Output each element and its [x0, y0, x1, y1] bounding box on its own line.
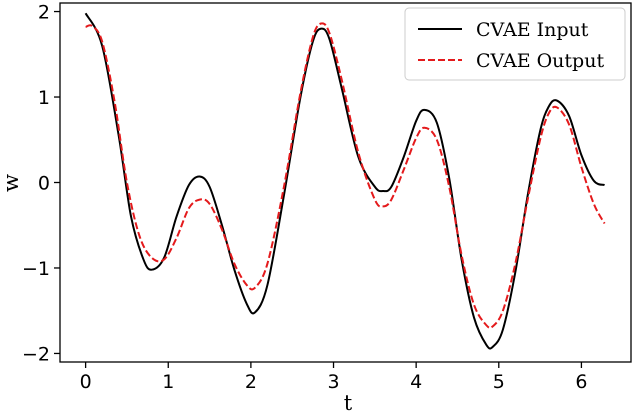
y-tick-label: 0 — [38, 173, 50, 195]
x-tick-label: 0 — [80, 371, 92, 393]
legend-box — [404, 7, 626, 81]
y-tick-label: −1 — [22, 258, 50, 280]
legend-label-cvae-output: CVAE Output — [476, 50, 604, 72]
y-axis-ticks: −2 −1 0 1 2 — [22, 2, 60, 365]
x-tick-label: 1 — [162, 371, 174, 393]
legend: CVAE Input CVAE Output — [404, 7, 626, 81]
x-tick-label: 4 — [410, 371, 422, 393]
y-axis-title: w — [0, 174, 23, 192]
y-tick-label: −2 — [22, 343, 50, 365]
y-tick-label: 1 — [38, 87, 50, 109]
y-tick-label: 2 — [38, 2, 50, 24]
x-tick-label: 3 — [327, 371, 339, 393]
series-line-cvae-output — [85, 22, 606, 329]
x-tick-label: 5 — [493, 371, 505, 393]
legend-label-cvae-input: CVAE Input — [476, 19, 589, 41]
series-line-cvae-input — [84, 12, 605, 350]
series-lines — [84, 12, 606, 350]
x-tick-label: 2 — [245, 371, 257, 393]
x-axis-title: t — [344, 391, 353, 412]
x-tick-label: 6 — [575, 371, 587, 393]
x-axis-ticks: 0 1 2 3 4 5 6 — [80, 362, 587, 393]
